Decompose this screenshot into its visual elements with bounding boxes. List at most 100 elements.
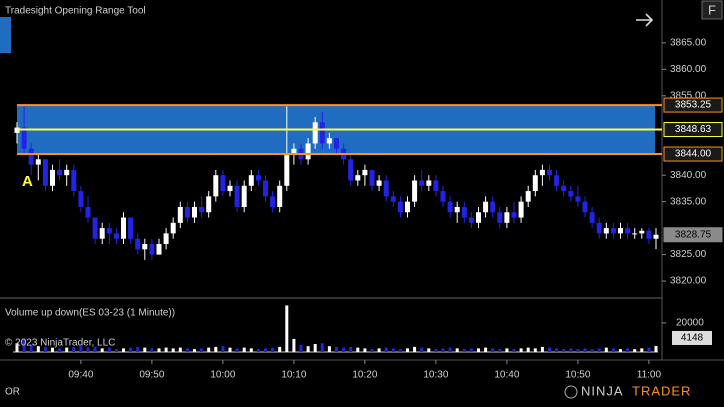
candle-body: [149, 244, 155, 255]
candle-body: [319, 122, 325, 144]
arrow-icon[interactable]: [636, 13, 654, 27]
volume-bar: [129, 347, 133, 352]
candle-body: [490, 201, 496, 213]
candle-body: [504, 212, 510, 223]
volume-title: Volume up down(ES 03-23 (1 Minute)): [5, 308, 175, 319]
volume-bar: [455, 348, 459, 352]
candle-body: [57, 169, 63, 176]
candle-body: [85, 206, 91, 218]
candle-body: [525, 191, 531, 202]
y-tick-label: 20000: [676, 318, 704, 329]
volume-bar: [143, 347, 147, 352]
volume-bar: [533, 348, 537, 352]
volume-bar: [327, 346, 331, 352]
axis-price-box: [663, 227, 723, 243]
candle-body: [21, 127, 27, 149]
candle-body: [206, 196, 212, 213]
candle-body: [625, 228, 631, 234]
candle-body: [369, 169, 375, 186]
candle-body: [78, 191, 84, 207]
candle-body: [539, 169, 545, 176]
volume-bar: [370, 349, 374, 352]
y-tick-label: 3855.00: [670, 90, 707, 101]
volume-bar: [86, 347, 90, 352]
candle-body: [461, 206, 467, 218]
side-tab[interactable]: [0, 17, 11, 53]
volume-bar: [512, 349, 516, 352]
volume-bar: [583, 348, 587, 352]
candle-body: [213, 175, 219, 197]
candle-body: [568, 191, 574, 197]
candle-body: [483, 201, 489, 213]
volume-bar: [299, 344, 303, 352]
volume-bar: [122, 348, 125, 352]
candle-body: [184, 206, 190, 218]
candle-body: [255, 175, 261, 181]
volume-bar: [107, 347, 111, 352]
candle-body: [390, 196, 396, 202]
volume-bar: [22, 338, 26, 352]
x-tick-label: 10:40: [494, 370, 519, 381]
volume-bar: [420, 347, 424, 352]
volume-bar: [285, 305, 289, 352]
x-tick-label: 09:50: [139, 370, 164, 381]
axis-volume-label: 4148: [681, 333, 704, 344]
button-f[interactable]: [701, 0, 723, 20]
candle-body: [454, 206, 460, 213]
candle-body: [28, 148, 34, 165]
candle-body: [99, 228, 105, 239]
volume-bar: [441, 348, 445, 352]
candle-body: [547, 169, 552, 176]
volume-bar: [604, 347, 608, 352]
candle-body: [383, 180, 389, 197]
volume-bar: [654, 345, 658, 352]
candle-body: [50, 169, 55, 186]
candle-body: [355, 175, 361, 181]
volume-bar: [171, 348, 175, 352]
candle-body: [170, 222, 176, 234]
candle-body: [241, 185, 247, 207]
volume-bar: [555, 348, 559, 352]
candle-body: [632, 233, 638, 235]
candle-body: [440, 191, 446, 202]
volume-bar: [36, 346, 40, 352]
volume-bar: [207, 347, 211, 352]
candle-body: [277, 185, 283, 207]
x-tick-label: 11:00: [637, 370, 662, 381]
plot-area: [13, 104, 662, 353]
volume-bar: [256, 349, 260, 352]
volume-bar: [79, 346, 83, 352]
candle-body: [596, 222, 602, 234]
volume-bar: [235, 348, 239, 352]
candle-body: [263, 180, 268, 197]
candle-body: [199, 206, 205, 213]
candle-body: [128, 217, 134, 239]
candle-body: [334, 138, 339, 149]
candle-body: [639, 230, 645, 234]
y-tick-label: 3835.00: [670, 196, 707, 207]
volume-bar: [157, 348, 161, 352]
volume-bar: [313, 344, 317, 352]
y-tick-label: 3820.00: [670, 276, 707, 287]
x-tick-label: 09:40: [68, 370, 93, 381]
candle-body: [326, 138, 332, 144]
candle-body: [312, 122, 318, 144]
volume-bar: [306, 346, 310, 352]
volume-bar: [633, 349, 637, 352]
volume-bar: [193, 349, 196, 352]
footer-left: OR: [5, 387, 20, 398]
candle-body: [405, 201, 410, 213]
brand-second: TRADER: [632, 383, 691, 398]
button-f-label[interactable]: F: [708, 2, 716, 17]
volume-bar: [590, 349, 594, 352]
candle-body: [92, 217, 98, 239]
candle-body: [163, 233, 169, 245]
candle-body: [71, 169, 77, 192]
candle-body: [497, 212, 503, 223]
y-tick-label: 3825.00: [670, 249, 707, 260]
volume-bar: [249, 348, 253, 352]
axis-price-box: [663, 97, 723, 113]
volume-bar: [136, 346, 140, 352]
volume-bar: [469, 348, 473, 352]
y-tick-label: 3840.00: [670, 170, 707, 181]
